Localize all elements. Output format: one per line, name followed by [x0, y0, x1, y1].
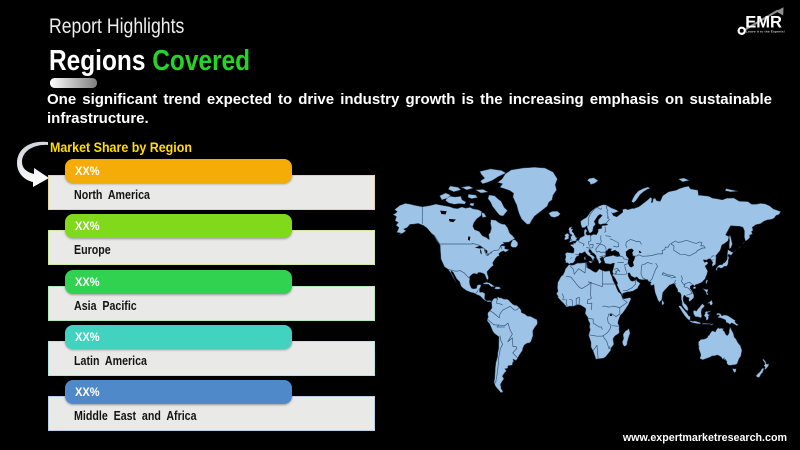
svg-text:EMR: EMR	[745, 13, 782, 31]
svg-text:Leave it to the Experts!: Leave it to the Experts!	[746, 29, 785, 33]
